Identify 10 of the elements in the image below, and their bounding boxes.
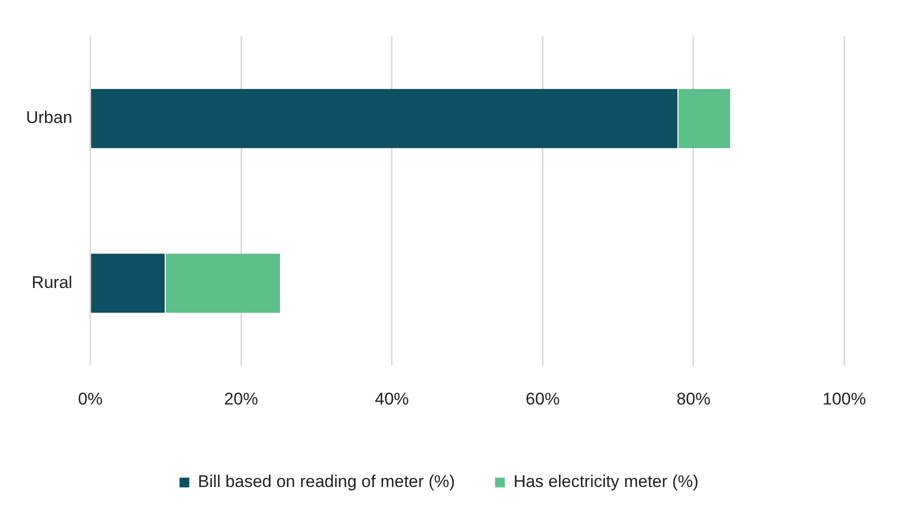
x-tick-label: 0% xyxy=(78,389,103,408)
x-tick-label: 100% xyxy=(822,389,866,408)
legend-label: Has electricity meter (%) xyxy=(513,472,699,492)
x-tick-label: 20% xyxy=(224,389,258,408)
y-tick-label: Urban xyxy=(26,108,72,128)
x-tick-label: 40% xyxy=(374,389,409,408)
legend-label: Bill based on reading of meter (%) xyxy=(198,472,455,492)
x-tick-label: 60% xyxy=(526,389,560,408)
x-tick-label: 80% xyxy=(676,389,710,408)
y-tick-label: Rural xyxy=(32,272,72,292)
